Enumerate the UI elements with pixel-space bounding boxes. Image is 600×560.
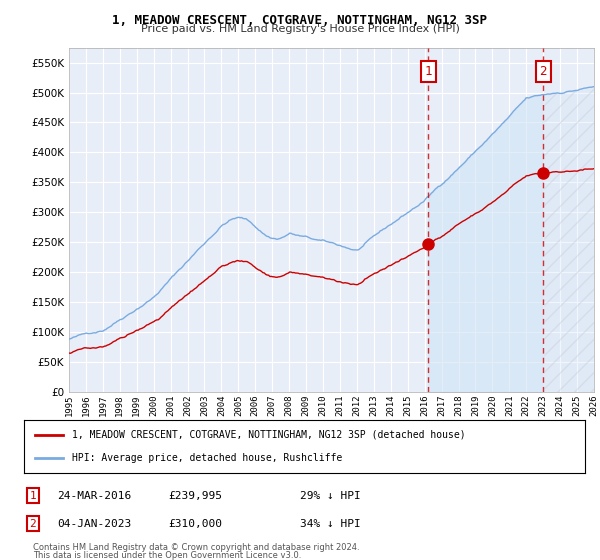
Text: 24-MAR-2016: 24-MAR-2016: [57, 491, 131, 501]
Text: Price paid vs. HM Land Registry's House Price Index (HPI): Price paid vs. HM Land Registry's House …: [140, 24, 460, 34]
Text: £310,000: £310,000: [168, 519, 222, 529]
Text: 2: 2: [539, 65, 547, 78]
Text: Contains HM Land Registry data © Crown copyright and database right 2024.: Contains HM Land Registry data © Crown c…: [33, 543, 359, 552]
Text: 04-JAN-2023: 04-JAN-2023: [57, 519, 131, 529]
Text: HPI: Average price, detached house, Rushcliffe: HPI: Average price, detached house, Rush…: [71, 453, 342, 463]
Text: This data is licensed under the Open Government Licence v3.0.: This data is licensed under the Open Gov…: [33, 551, 301, 560]
Text: £239,995: £239,995: [168, 491, 222, 501]
Text: 29% ↓ HPI: 29% ↓ HPI: [300, 491, 361, 501]
Text: 34% ↓ HPI: 34% ↓ HPI: [300, 519, 361, 529]
Text: 1, MEADOW CRESCENT, COTGRAVE, NOTTINGHAM, NG12 3SP: 1, MEADOW CRESCENT, COTGRAVE, NOTTINGHAM…: [113, 14, 487, 27]
Text: 2: 2: [29, 519, 37, 529]
Text: 1: 1: [29, 491, 37, 501]
Text: 1: 1: [425, 65, 432, 78]
Text: 1, MEADOW CRESCENT, COTGRAVE, NOTTINGHAM, NG12 3SP (detached house): 1, MEADOW CRESCENT, COTGRAVE, NOTTINGHAM…: [71, 430, 466, 440]
